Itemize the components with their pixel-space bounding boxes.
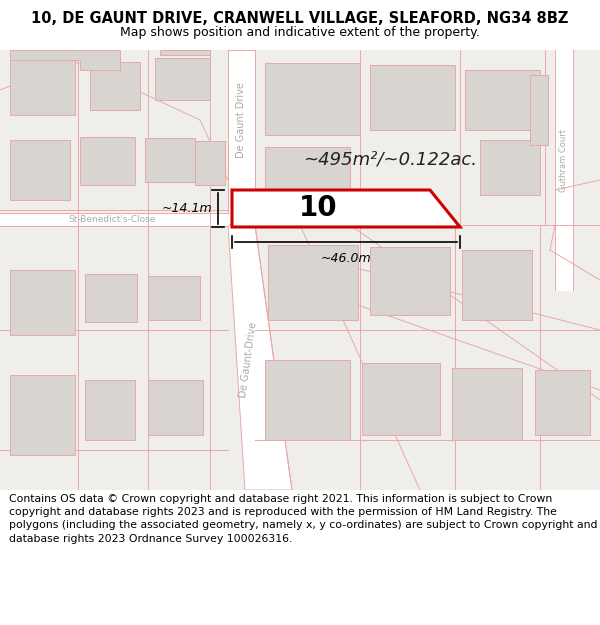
Bar bbox=[148, 276, 200, 320]
Text: De Gaunt Drive: De Gaunt Drive bbox=[236, 82, 246, 158]
Bar bbox=[362, 363, 440, 435]
Bar bbox=[148, 380, 203, 435]
Text: Contains OS data © Crown copyright and database right 2021. This information is : Contains OS data © Crown copyright and d… bbox=[9, 494, 598, 544]
Bar bbox=[10, 375, 75, 455]
Bar bbox=[155, 58, 210, 100]
Bar bbox=[465, 70, 540, 130]
Bar bbox=[370, 247, 450, 315]
Bar bbox=[10, 140, 70, 200]
Polygon shape bbox=[228, 50, 255, 225]
Bar bbox=[10, 60, 75, 115]
Bar bbox=[85, 274, 137, 322]
Bar bbox=[195, 141, 225, 185]
Bar bbox=[535, 370, 590, 435]
Polygon shape bbox=[232, 190, 460, 227]
Bar bbox=[160, 50, 210, 55]
Bar bbox=[85, 380, 135, 440]
Text: Map shows position and indicative extent of the property.: Map shows position and indicative extent… bbox=[120, 26, 480, 39]
Bar bbox=[462, 250, 532, 320]
Text: St-Benedict's-Close: St-Benedict's-Close bbox=[68, 216, 155, 224]
Bar bbox=[265, 147, 350, 192]
Text: De Gaunt-Drive: De Gaunt-Drive bbox=[238, 321, 258, 399]
Bar bbox=[452, 368, 522, 440]
Bar bbox=[268, 245, 358, 320]
Text: ~495m²/~0.122ac.: ~495m²/~0.122ac. bbox=[303, 151, 477, 169]
Text: ~46.0m: ~46.0m bbox=[320, 252, 371, 265]
Bar bbox=[10, 270, 75, 335]
Text: ~14.1m: ~14.1m bbox=[161, 202, 212, 215]
Polygon shape bbox=[0, 213, 228, 226]
Bar bbox=[90, 62, 140, 110]
Polygon shape bbox=[555, 50, 573, 290]
Text: 10, DE GAUNT DRIVE, CRANWELL VILLAGE, SLEAFORD, NG34 8BZ: 10, DE GAUNT DRIVE, CRANWELL VILLAGE, SL… bbox=[31, 11, 569, 26]
Bar bbox=[80, 137, 135, 185]
Bar bbox=[265, 63, 360, 135]
Polygon shape bbox=[10, 50, 120, 70]
Bar bbox=[480, 140, 540, 195]
Bar bbox=[265, 360, 350, 440]
Text: 10: 10 bbox=[299, 194, 338, 222]
Text: Guthram Court: Guthram Court bbox=[560, 129, 569, 191]
Bar bbox=[530, 75, 548, 145]
Bar bbox=[145, 138, 195, 182]
Polygon shape bbox=[228, 225, 292, 490]
Bar bbox=[370, 65, 455, 130]
Polygon shape bbox=[0, 50, 600, 490]
